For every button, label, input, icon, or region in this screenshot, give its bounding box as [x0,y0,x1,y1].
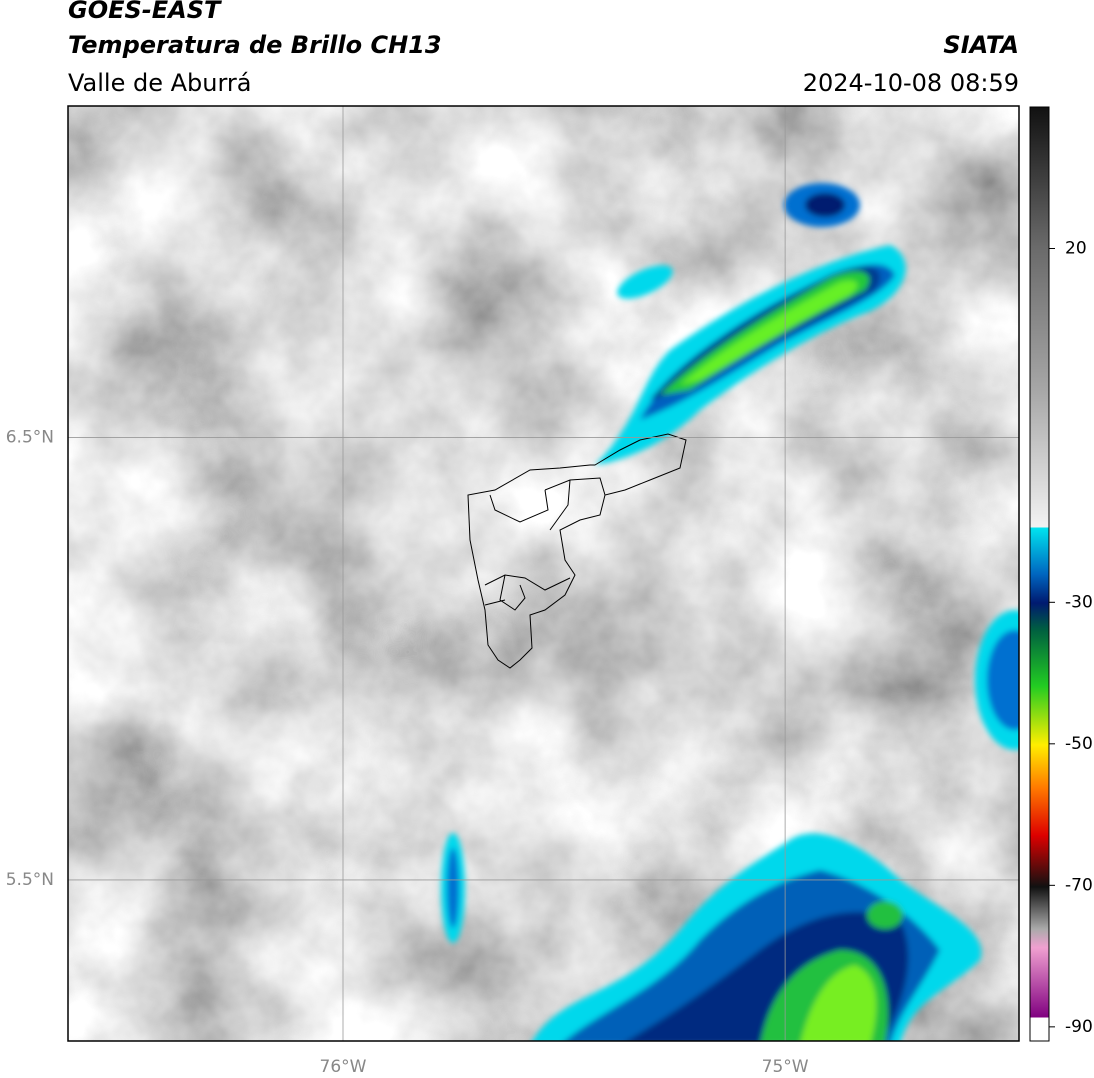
map-frame [67,105,1020,1042]
colorbar-tick-label: -50 [1065,734,1093,754]
region: Valle de Aburrá [68,69,252,97]
lon-label: 75°W [762,1057,809,1077]
colorbar [1029,106,1050,1042]
lon-label: 76°W [320,1057,367,1077]
title: GOES-EAST [68,0,222,24]
timestamp: 2024-10-08 08:59 [803,69,1019,97]
colorbar-tick-label: -90 [1065,1017,1093,1037]
colorbar-tick-label: -30 [1065,592,1093,612]
colorbar-ticks: 20 -30 -50 -70 -90 [1049,239,1093,1037]
subtitle: Temperatura de Brillo CH13 [68,31,442,59]
colorbar-tick-label: -70 [1065,875,1093,895]
municipal-boundaries [467,433,687,669]
colorbar-tick-label: 20 [1065,239,1087,259]
graticule [68,106,1019,1041]
lat-label: 6.5°N [6,427,54,447]
cold-clouds [441,183,1019,1041]
lat-label: 5.5°N [6,870,54,890]
source: SIATA [943,31,1019,59]
satellite-image [68,106,1019,1041]
